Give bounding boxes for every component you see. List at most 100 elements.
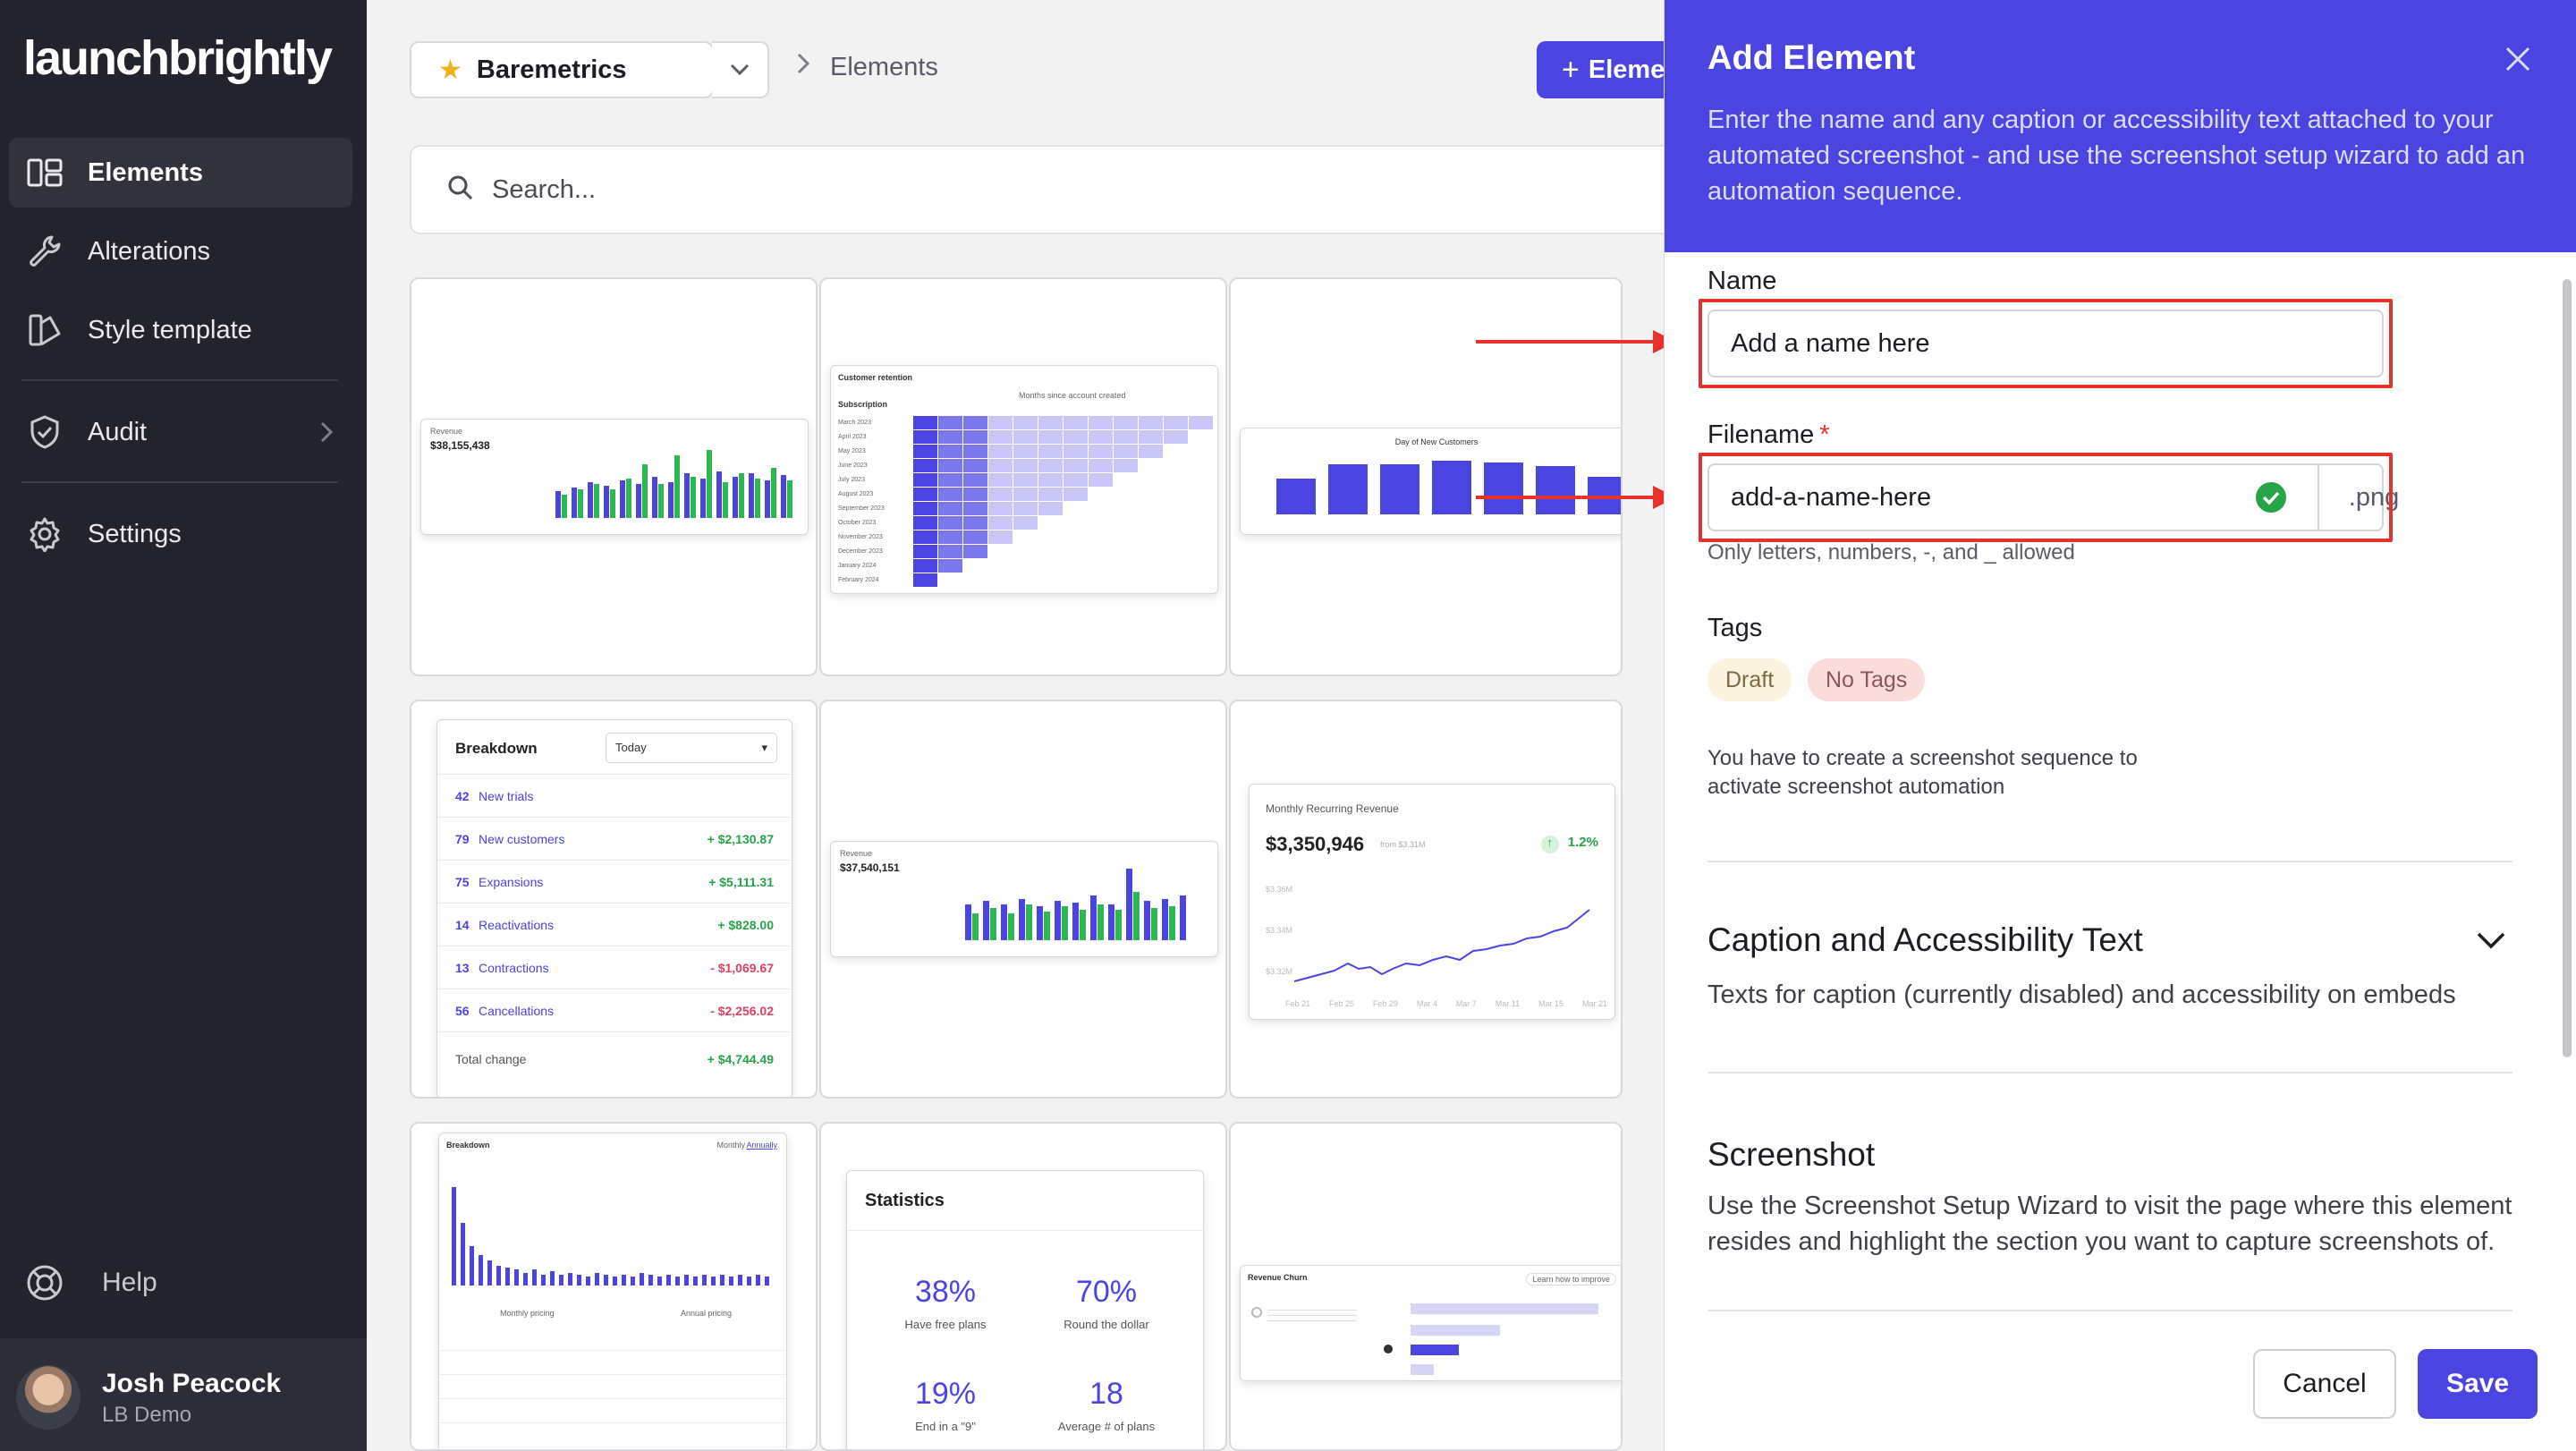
sidebar-item-style-template[interactable]: Style template <box>9 295 352 365</box>
element-card-day-customers[interactable]: Day of New Customers <box>1229 277 1623 676</box>
retention-cell <box>1089 516 1113 530</box>
element-card-revenue-churn[interactable]: Revenue Churn Learn how to improve <box>1229 1122 1623 1451</box>
breakdown-row: 14 Reactivations + $828.00 <box>437 903 792 946</box>
panel-header: Add Element Enter the name and any capti… <box>1665 0 2576 252</box>
retention-row-label: October 2023 <box>838 520 877 526</box>
churn-title: Revenue Churn <box>1248 1273 1308 1282</box>
panel-scrollbar[interactable] <box>2563 279 2572 1057</box>
churn-link: Learn how to improve <box>1526 1273 1616 1286</box>
help-link[interactable]: Help <box>25 1263 157 1303</box>
filename-field[interactable]: add-a-name-here .png <box>1707 463 2399 531</box>
retention-cell <box>913 416 937 429</box>
element-card-revenue[interactable]: Revenue $38,155,438 <box>410 277 818 676</box>
retention-cell <box>913 516 937 530</box>
retention-cell <box>1114 445 1138 458</box>
element-card-breakdown[interactable]: Breakdown Today ▾ 42 New trials 79 New cust… <box>410 700 818 1099</box>
project-select[interactable]: ★ Baremetrics <box>410 41 714 98</box>
retention-row-label: February 2024 <box>838 577 879 583</box>
retention-cell <box>913 473 937 487</box>
retention-cell <box>1164 459 1188 472</box>
retention-cell <box>1013 416 1038 429</box>
screenshot-section-desc: Use the Screenshot Setup Wizard to visit… <box>1707 1192 2512 1256</box>
row-value: - $2,256.02 <box>710 1003 774 1018</box>
save-button[interactable]: Save <box>2418 1349 2538 1419</box>
search-input[interactable] <box>492 174 1208 205</box>
breadcrumb-current[interactable]: Elements <box>830 52 938 81</box>
x-tick: Feb 29 <box>1372 999 1398 1008</box>
cancel-button[interactable]: Cancel <box>2253 1349 2396 1419</box>
row-value: + $5,111.31 <box>708 874 774 889</box>
mrr-value: $3,350,946 <box>1266 833 1365 855</box>
churn-bar <box>1411 1303 1598 1314</box>
retention-cell <box>1139 430 1163 444</box>
row-value: - $1,069.67 <box>710 960 774 975</box>
retention-row-label: June 2023 <box>838 462 868 469</box>
retention-row-label: July 2023 <box>838 477 865 483</box>
name-input[interactable] <box>1731 328 2382 359</box>
retention-cell <box>913 488 937 501</box>
mrr-title: Monthly Recurring Revenue <box>1266 802 1399 815</box>
section-divider <box>1707 1310 2512 1311</box>
breakdown2-title: Breakdown <box>446 1141 490 1150</box>
retention-cell <box>913 530 937 544</box>
retention-cell <box>1114 473 1138 487</box>
x-tick: Feb 21 <box>1285 999 1311 1008</box>
y-tick: $3.32M <box>1266 967 1293 976</box>
retention-cell <box>1089 473 1113 487</box>
element-card-retention[interactable]: Customer retention Months since account … <box>819 277 1227 676</box>
filename-label: Filename * <box>1707 420 1830 450</box>
element-card-breakdown-pricing[interactable]: Breakdown Monthly Annually Monthly prici… <box>410 1122 818 1451</box>
name-field[interactable] <box>1707 310 2384 378</box>
filename-hint: Only letters, numbers, -, and _ allowed <box>1707 540 2075 564</box>
retention-cell <box>988 559 1013 573</box>
search-bar[interactable] <box>410 145 1751 234</box>
panel-title: Add Element <box>1707 39 1916 77</box>
retention-cell <box>1139 545 1163 558</box>
retention-cell <box>988 416 1013 429</box>
retention-cell <box>1013 430 1038 444</box>
retention-row-label: May 2023 <box>838 448 866 454</box>
retention-cell <box>1063 502 1088 515</box>
add-element-label: Eleme <box>1588 55 1665 84</box>
retention-row-label: November 2023 <box>838 534 883 540</box>
retention-cell <box>1164 416 1188 429</box>
breakdown-row: 56 Cancellations - $2,256.02 <box>437 989 792 1031</box>
tag-draft[interactable]: Draft <box>1707 658 1792 701</box>
project-dropdown-button[interactable] <box>712 41 769 98</box>
retention-cell <box>1038 445 1063 458</box>
sidebar-item-label: Audit <box>88 417 148 446</box>
revenue-value: $37,540,151 <box>840 861 900 874</box>
sidebar-item-audit[interactable]: Audit <box>9 397 352 467</box>
retention-cell <box>988 545 1013 558</box>
retention-cell <box>938 445 962 458</box>
retention-cell <box>963 530 987 544</box>
element-card-revenue-2[interactable]: Revenue $37,540,151 <box>819 700 1227 1099</box>
user-profile[interactable]: Josh Peacock LB Demo <box>0 1338 367 1451</box>
retention-cell <box>1038 430 1063 444</box>
row-num: 56 <box>455 1003 470 1018</box>
chevron-down-icon[interactable] <box>2475 925 2507 957</box>
row-label: New trials <box>479 788 534 803</box>
close-icon[interactable] <box>2502 43 2534 75</box>
element-card-mrr[interactable]: Monthly Recurring Revenue $3,350,946 fro… <box>1229 700 1623 1099</box>
retention-cell <box>988 459 1013 472</box>
breadcrumb: Elements <box>796 52 938 82</box>
sidebar-item-settings[interactable]: Settings <box>9 499 352 569</box>
gear-icon <box>25 514 64 554</box>
sidebar-item-elements[interactable]: Elements <box>9 138 352 208</box>
tab-annually: Annually <box>746 1141 777 1150</box>
x-tick: Mar 15 <box>1538 999 1564 1008</box>
filename-value[interactable]: add-a-name-here <box>1731 482 1932 512</box>
retention-cell <box>988 573 1013 587</box>
tag-no-tags[interactable]: No Tags <box>1808 658 1926 701</box>
retention-col-header: Subscription <box>838 400 888 409</box>
element-card-statistics[interactable]: Statistics 38% Have free plans 70% Round… <box>819 1122 1227 1451</box>
caption-section-title[interactable]: Caption and Accessibility Text <box>1707 921 2143 958</box>
section-divider <box>1707 861 2512 862</box>
retention-cell <box>1139 416 1163 429</box>
retention-cell <box>1164 430 1188 444</box>
sidebar-item-alterations[interactable]: Alterations <box>9 216 352 286</box>
logo[interactable]: launchbrightly <box>23 31 333 85</box>
thumbnail-statistics: Statistics 38% Have free plans 70% Round… <box>846 1170 1204 1449</box>
retention-cell <box>1139 445 1163 458</box>
